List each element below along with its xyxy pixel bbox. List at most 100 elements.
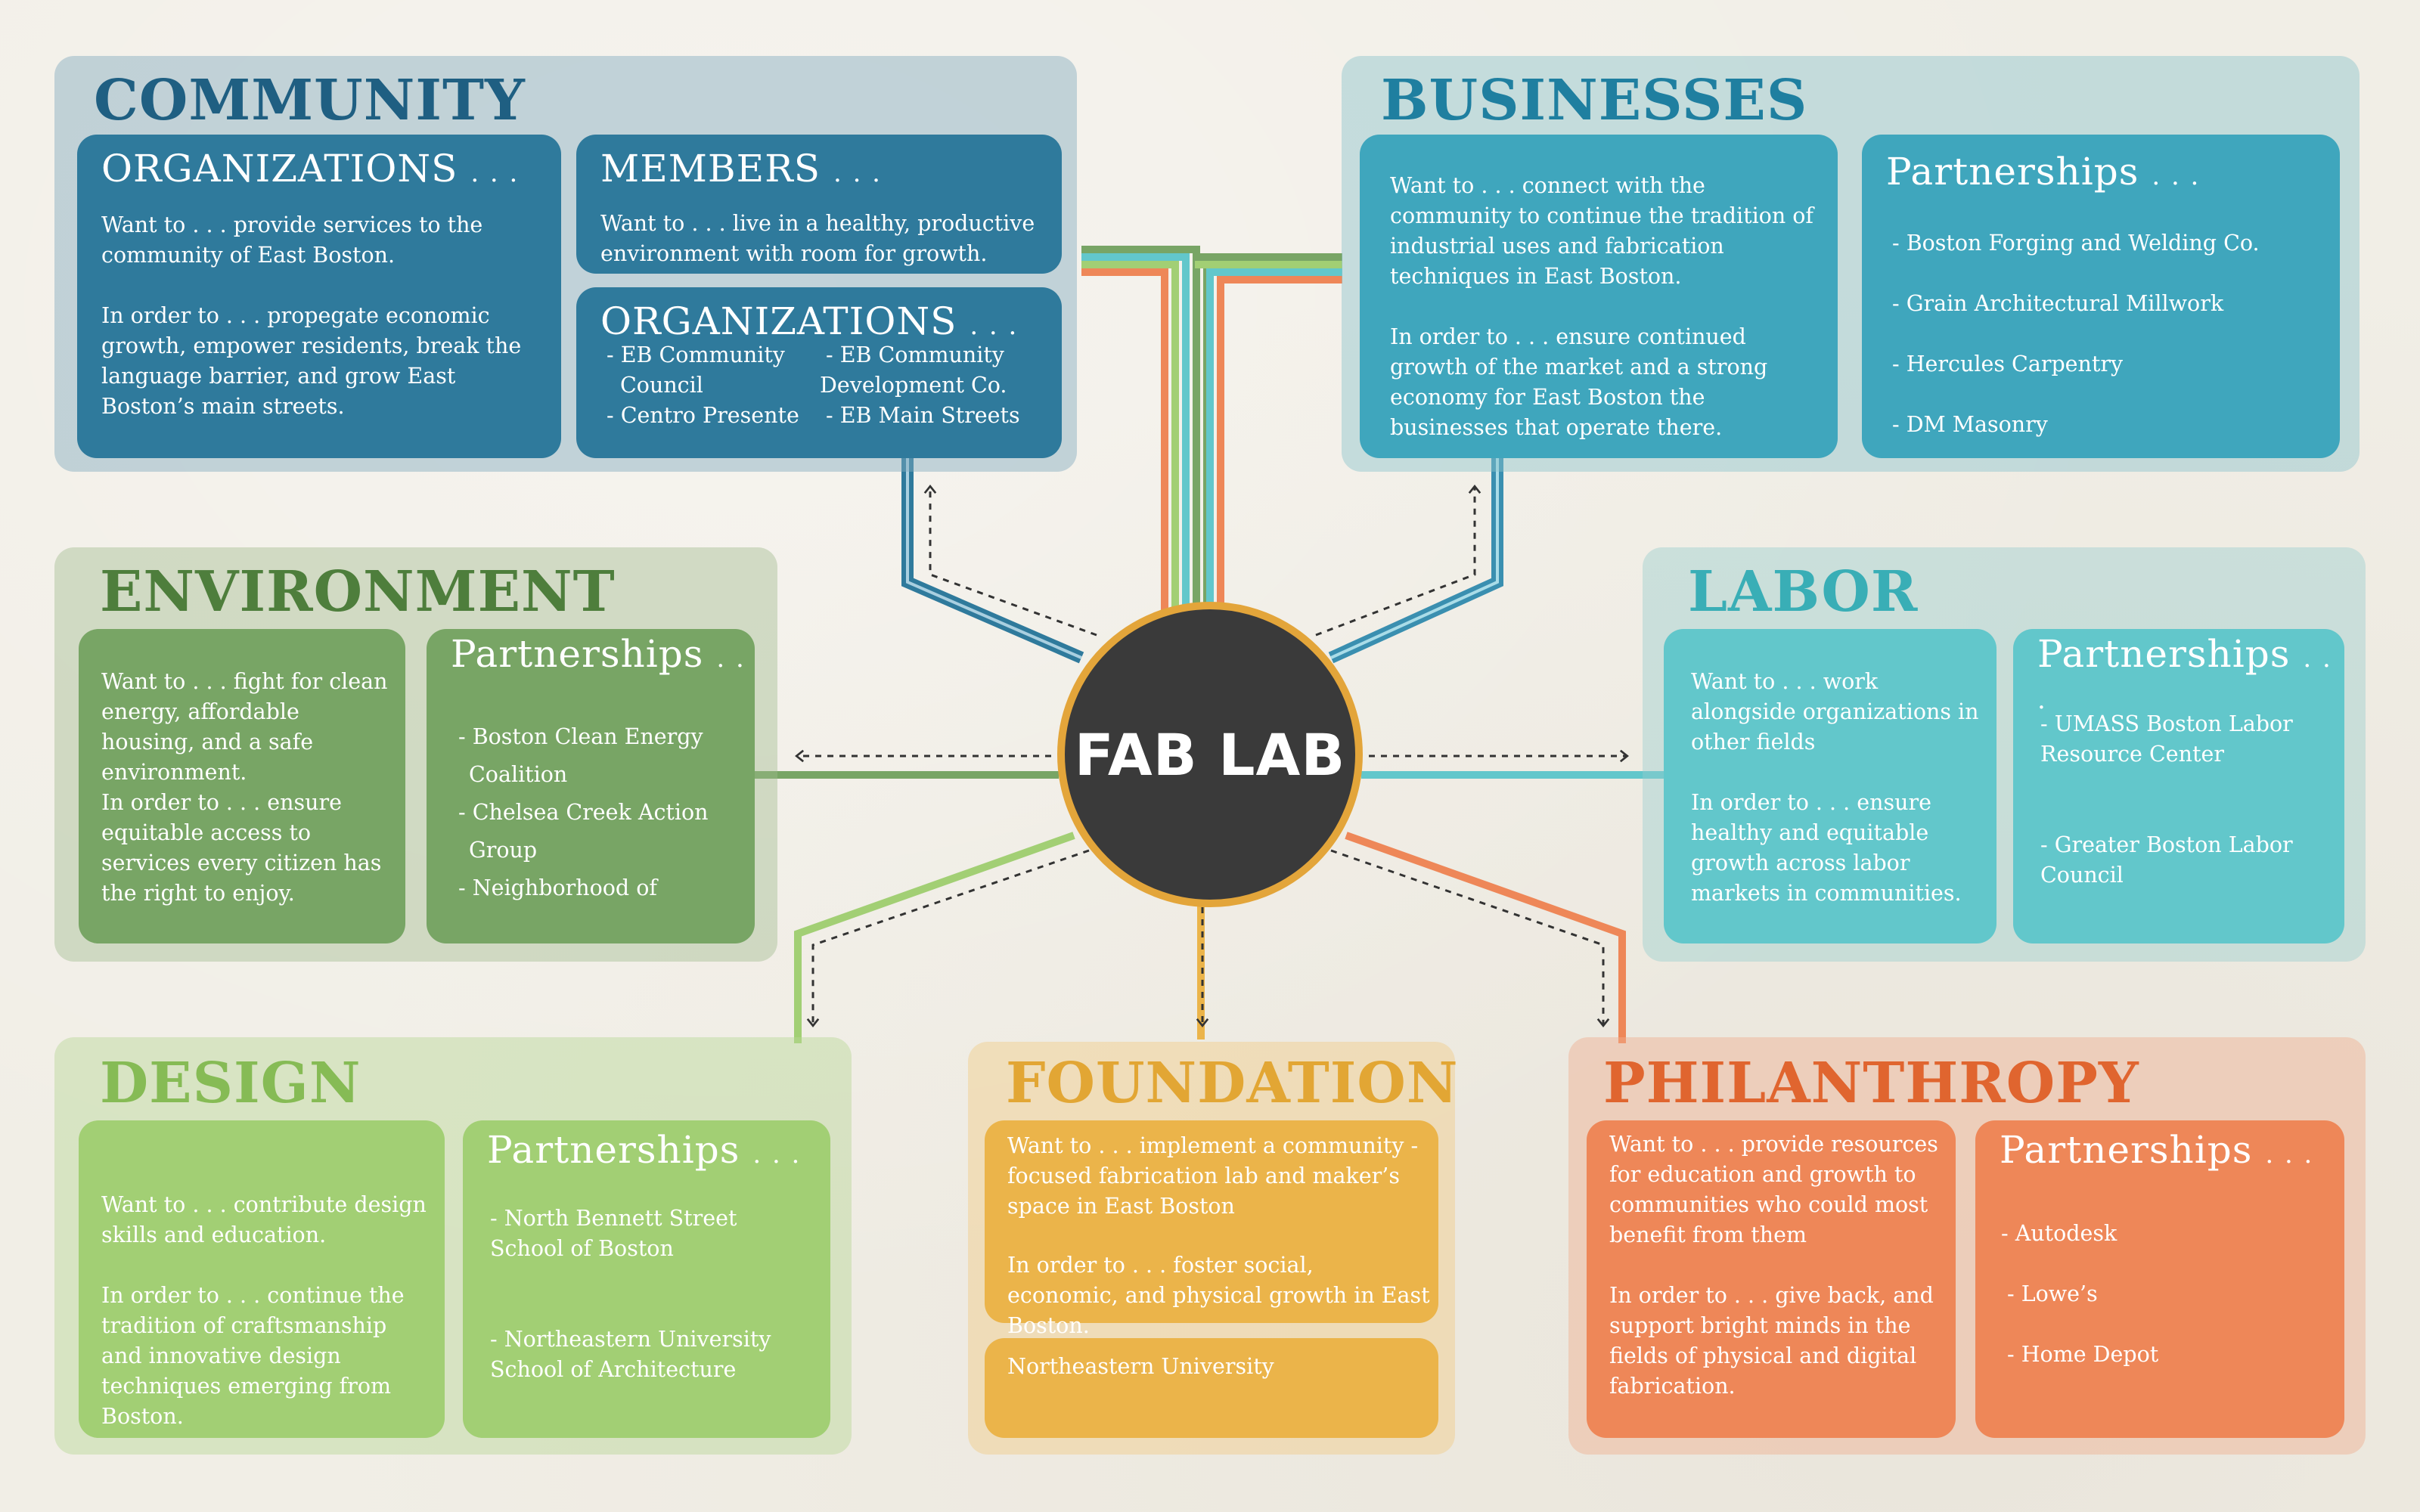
businesses-connector [1328,454,1503,664]
businesses-section: BUSINESSES Want to . . . connect with th… [1342,56,2360,472]
businesses-partnerships-heading: Partnerships . . . [1886,151,2200,193]
labor-partner-1: - UMASS Boston Labor Resource Center [2040,711,2293,767]
heading-text: ORGANIZATIONS [600,299,957,343]
top-bundle-lines [1081,246,1342,612]
community-connector [901,454,1084,664]
heading-text: ORGANIZATIONS [101,147,458,191]
businesses-order: In order to . . . ensure continued growt… [1390,324,1768,440]
design-partner-2: - Northeastern University School of Arch… [490,1327,771,1382]
list-item: - Grain Architectural Millwork [1892,291,2224,316]
foundation-order: In order to . . . foster social, economi… [1007,1253,1430,1338]
heading-dots: . . . [833,158,882,188]
heading-dots: . . [716,643,746,674]
labor-partnerships-card: Partnerships . . . - UMASS Boston Labor … [2013,629,2344,943]
businesses-partnerships-card: Partnerships . . . - Boston Forging and … [1862,135,2340,458]
design-partnerships-heading: Partnerships . . . [487,1129,801,1171]
community-organizations-want: Want to . . . provide services to the co… [101,212,483,268]
labor-title: LABOR [1688,559,1919,624]
design-want: Want to . . . contribute design skills a… [101,1192,427,1247]
philanthropy-want: Want to . . . provide resources for educ… [1609,1132,1938,1247]
list-item: - DM Masonry [1892,412,2048,437]
labor-order: In order to . . . ensure healthy and equ… [1691,790,1962,906]
list-item: - Autodesk [2001,1221,2118,1246]
environment-info-card: Want to . . . fight for clean energy, af… [79,629,405,943]
community-organizations-card: ORGANIZATIONS . . . Want to . . . provid… [77,135,561,458]
list-item: - EB Community [607,342,785,367]
dashed-arrow-design [806,849,1090,1027]
heading-text: Partnerships [2000,1128,2253,1172]
environment-partnerships-card: Partnerships . . - Boston Clean Energy C… [427,629,755,943]
design-info-card: Want to . . . contribute design skills a… [79,1120,445,1438]
dashed-arrows [795,485,1629,1027]
environment-partnerships-heading: Partnerships . . [451,634,746,675]
list-item: - EB Community [826,342,1004,367]
dashed-arrow-philanthropy [1330,849,1610,1027]
community-org-list-card: ORGANIZATIONS . . . - EB Community Counc… [576,287,1062,458]
businesses-want: Want to . . . connect with the community… [1390,173,1813,289]
community-section: COMMUNITY ORGANIZATIONS . . . Want to . … [54,56,1077,472]
environment-order: In order to . . . ensure equitable acces… [101,790,382,906]
dashed-arrow-businesses [1315,485,1481,637]
list-item: - Chelsea Creek Action [458,800,709,825]
philanthropy-partnerships-heading: Partnerships . . . [2000,1129,2313,1171]
environment-want: Want to . . . fight for clean energy, af… [101,669,388,785]
environment-partners-list: - Boston Clean Energy Coalition - Chelse… [458,718,709,907]
labor-info-card: Want to . . . work alongside organizatio… [1664,629,1996,943]
heading-text: Partnerships [2037,632,2291,676]
design-connector [794,832,1075,1043]
list-item: - Lowe’s [2007,1281,2098,1306]
dashed-arrow-community [923,485,1097,637]
heading-text: Partnerships [451,632,704,676]
heading-text: Partnerships [1886,150,2139,194]
design-order: In order to . . . continue the tradition… [101,1283,405,1429]
list-item: - Centro Presente [607,403,799,428]
community-org-list-col1: - EB Community Council - Centro Presente [607,340,799,431]
list-item: - Neighborhood of [458,875,657,900]
foundation-section: FOUNDATION Want to . . . implement a com… [968,1042,1458,1455]
heading-dots: . . . [2265,1139,2314,1170]
philanthropy-partnerships-card: Partnerships . . . - Autodesk - Lowe’s -… [1975,1120,2344,1438]
businesses-partners-list: - Boston Forging and Welding Co. - Grain… [1892,213,2260,455]
foundation-title: FOUNDATION [1006,1051,1459,1116]
community-organizations-order: In order to . . . propegate economic gro… [101,303,522,419]
list-item: Group [469,838,538,863]
labor-partnerships-heading: Partnerships . . . [2037,634,2344,717]
list-item: - Boston Forging and Welding Co. [1892,231,2260,256]
list-item: Council [620,373,703,398]
foundation-want: Want to . . . implement a community - fo… [1007,1133,1419,1219]
foundation-partner-card: Northeastern University [985,1338,1438,1438]
design-section: DESIGN Want to . . . contribute design s… [54,1037,852,1455]
environment-section: ENVIRONMENT Want to . . . fight for clea… [54,547,777,962]
design-partner-1: - North Bennett Street School of Boston [490,1206,737,1261]
list-item: - Hercules Carpentry [1892,352,2124,376]
community-org-list-heading: ORGANIZATIONS . . . [600,301,1018,342]
environment-title: ENVIRONMENT [100,559,616,624]
philanthropy-order: In order to . . . give back, and support… [1609,1283,1934,1399]
list-item: Coalition [469,762,568,787]
labor-partner-2: - Greater Boston Labor Council [2040,832,2293,888]
philanthropy-section: PHILANTHROPY Want to . . . provide resou… [1568,1037,2366,1455]
businesses-info-card: Want to . . . connect with the community… [1360,135,1838,458]
fab-lab-label: FAB LAB [1074,720,1346,789]
community-organizations-heading: ORGANIZATIONS . . . [101,148,519,190]
heading-text: MEMBERS [600,147,821,191]
list-item: - EB Main Streets [826,403,1020,428]
labor-section: LABOR Want to . . . work alongside organ… [1643,547,2366,962]
community-members-card: MEMBERS . . . Want to . . . live in a he… [576,135,1062,274]
philanthropy-connector [1345,832,1626,1043]
design-title: DESIGN [100,1051,361,1116]
community-title: COMMUNITY [94,68,526,133]
foundation-info-card: Want to . . . implement a community - fo… [985,1120,1438,1338]
heading-text: Partnerships [487,1128,740,1172]
foundation-partner: Northeastern University [1007,1354,1274,1379]
philanthropy-partners-list: - Autodesk - Lowe’s - Home Depot [2001,1204,2158,1385]
heading-dots: . . . [752,1139,802,1170]
heading-dots: . . . [470,158,520,188]
heading-dots: . . . [2152,161,2201,191]
list-item: Development Co. [820,373,1007,398]
heading-dots: . . . [2037,643,2332,715]
philanthropy-title: PHILANTHROPY [1603,1051,2139,1116]
labor-want: Want to . . . work alongside organizatio… [1691,669,1979,754]
list-item: - Boston Clean Energy [458,724,703,749]
